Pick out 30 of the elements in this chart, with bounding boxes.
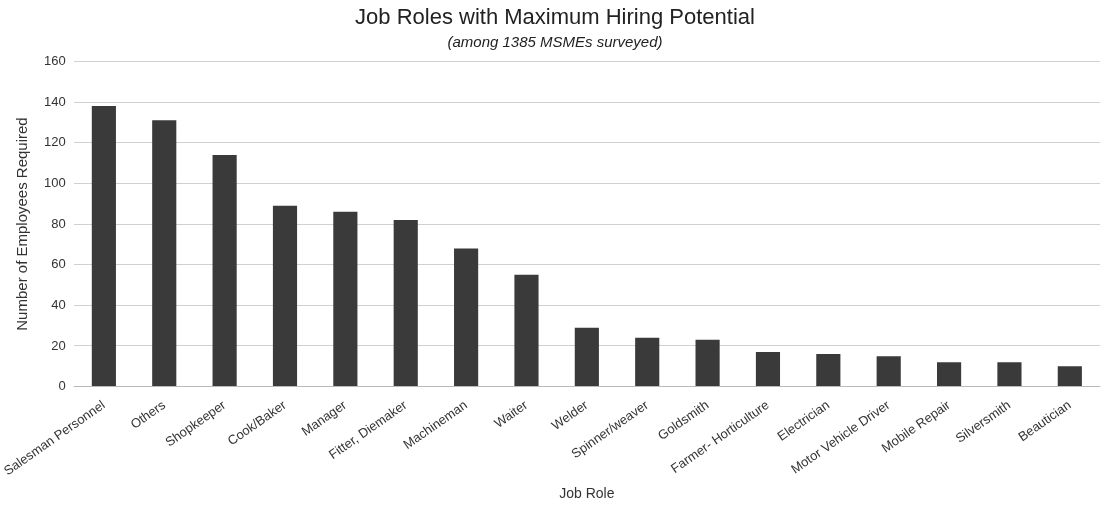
- y-tick-label: 40: [51, 296, 66, 312]
- y-tick-label: 80: [51, 215, 66, 231]
- x-axis-title: Job Role: [559, 485, 615, 502]
- bar: [393, 219, 418, 387]
- y-tick-label: 140: [43, 93, 66, 109]
- y-tick-label: 160: [43, 52, 66, 68]
- bar: [1057, 366, 1082, 387]
- bar: [333, 211, 358, 387]
- chart-title: Job Roles with Maximum Hiring Potential: [355, 4, 755, 30]
- bar: [514, 274, 539, 387]
- bar: [937, 362, 962, 387]
- bar: [454, 248, 479, 387]
- chart-subtitle: (among 1385 MSMEs surveyed): [447, 32, 663, 50]
- bar: [635, 337, 660, 387]
- y-tick-label: 120: [43, 134, 66, 150]
- bar: [212, 154, 237, 387]
- bar: [574, 327, 599, 387]
- bar: [91, 106, 116, 387]
- y-tick-label: 0: [58, 378, 66, 394]
- bar: [876, 356, 901, 387]
- y-tick-label: 60: [51, 256, 66, 272]
- bar: [272, 205, 298, 387]
- bar: [816, 354, 841, 387]
- y-tick-label: 100: [43, 174, 66, 190]
- bar: [997, 362, 1022, 387]
- y-tick-label: 20: [51, 337, 66, 353]
- bar: [152, 120, 177, 387]
- bar: [755, 352, 781, 387]
- bar: [695, 339, 720, 387]
- y-axis-title: Number of Employees Required: [13, 117, 31, 331]
